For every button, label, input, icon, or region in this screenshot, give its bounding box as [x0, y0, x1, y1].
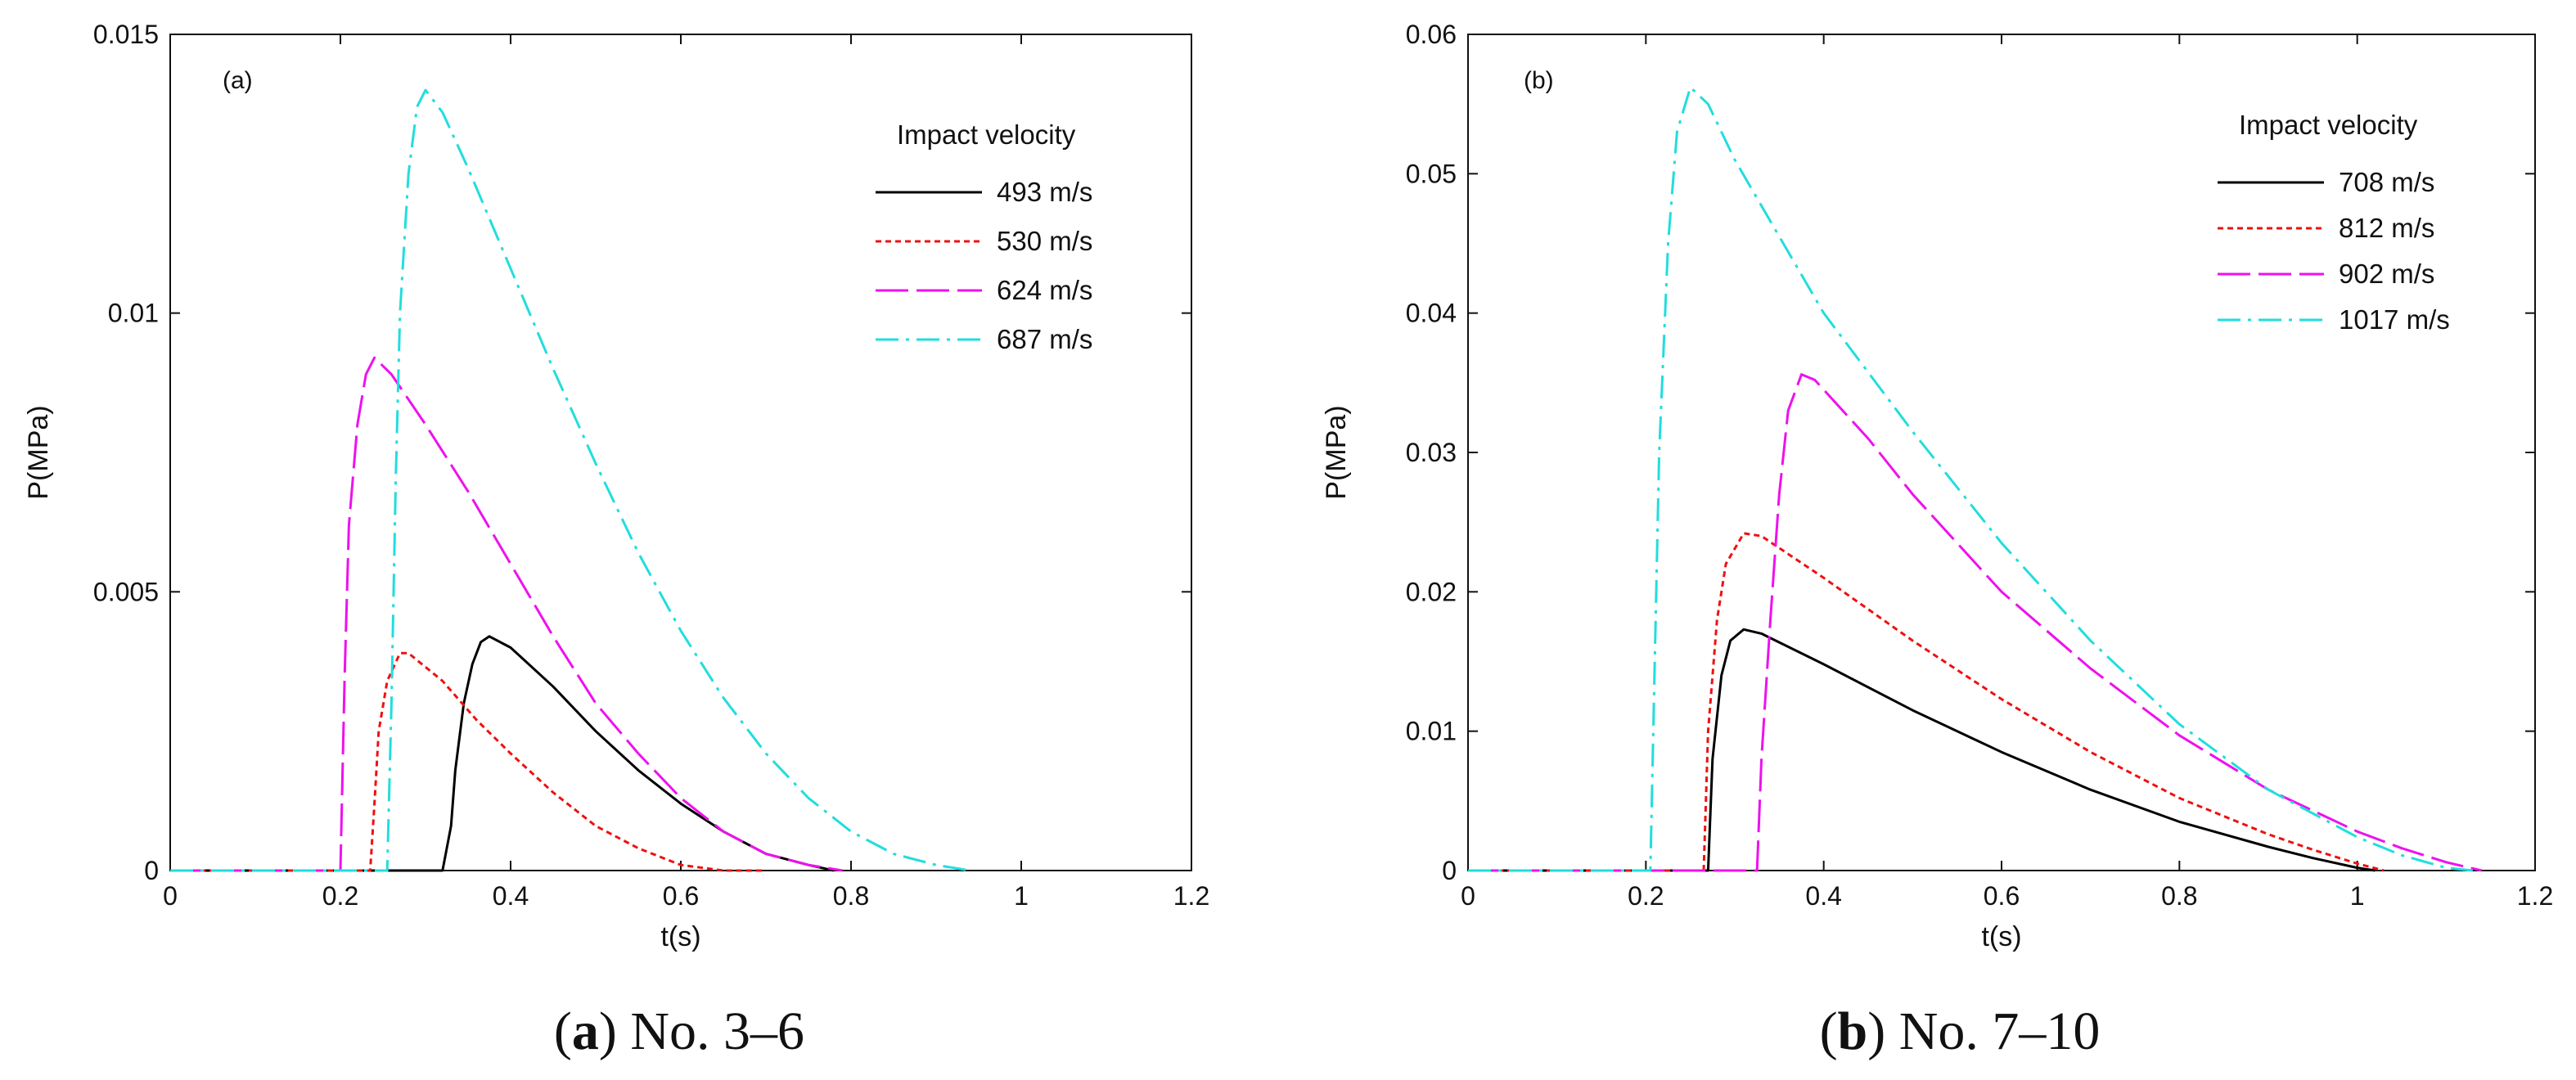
caption-open-paren: (	[554, 1001, 572, 1061]
series-line-687-m-s	[170, 88, 971, 872]
legend-entry: 493 m/s	[997, 177, 1092, 207]
x-tick-label: 0	[163, 881, 178, 911]
x-axis-label: t(s)	[660, 921, 700, 952]
y-tick-label: 0.03	[1406, 438, 1457, 467]
series-line-493-m-s	[170, 635, 835, 872]
x-tick-label: 0.4	[1805, 881, 1841, 911]
caption-open-paren: (	[1820, 1001, 1838, 1061]
series-line-708-m-s	[1468, 628, 2376, 872]
panel-label: (a)	[223, 67, 253, 94]
legend: Impact velocity 708 m/s 812 m/s 902 m/s 1017…	[2218, 110, 2450, 335]
x-tick-label: 1	[1014, 881, 1029, 911]
y-axis-label: P(MPa)	[1321, 405, 1352, 499]
chart-panel-a: 0 0.2 0.4 0.6 0.8 1 1.2 0 0.005 0.01 0.015 t(s) P(MP…	[23, 20, 1209, 1061]
legend-entry: 812 m/s	[2339, 213, 2434, 243]
legend-title: Impact velocity	[2239, 110, 2418, 140]
caption-close-paren: )	[599, 1001, 630, 1061]
y-tick-label: 0.005	[93, 577, 159, 606]
x-tick-label: 0.8	[833, 881, 869, 911]
legend-entry: 624 m/s	[997, 275, 1092, 305]
x-tick-label: 1	[2350, 881, 2365, 911]
y-tick-label: 0.01	[108, 299, 159, 328]
x-tick-label: 0.8	[2161, 881, 2197, 911]
series-line-902-m-s	[1468, 373, 2483, 872]
legend-entry: 708 m/s	[2339, 167, 2434, 197]
chart-panel-b: 0 0.2 0.4 0.6 0.8 1 1.2 0 0.01 0.02 0.03 0.04 0.05 0.…	[1321, 20, 2553, 1061]
y-tick-label: 0	[144, 856, 159, 885]
series-line-812-m-s	[1468, 532, 2385, 872]
panel-caption: (b) No. 7–10	[1820, 1001, 2101, 1061]
caption-letter: a	[572, 1001, 599, 1061]
y-tick-label: 0.06	[1406, 20, 1457, 49]
panel-label: (b)	[1524, 67, 1554, 94]
caption-letter: b	[1838, 1001, 1868, 1061]
x-axis-label: t(s)	[1981, 921, 2021, 952]
x-tick-label: 0.2	[322, 881, 358, 911]
y-tick-label: 0.05	[1406, 159, 1457, 188]
y-axis-label: P(MPa)	[23, 405, 54, 499]
series-line-1017-m-s	[1468, 86, 2474, 872]
caption-close-paren: )	[1867, 1001, 1898, 1061]
plot-frame	[1467, 34, 2536, 871]
x-tick-label: 1.2	[1173, 881, 1209, 911]
x-tick-label: 0.4	[493, 881, 529, 911]
x-tick-label: 0.2	[1628, 881, 1664, 911]
caption-text: No. 3–6	[630, 1001, 804, 1061]
x-tick-label: 0.6	[663, 881, 699, 911]
legend-entry: 902 m/s	[2339, 259, 2434, 289]
x-tick-label: 1.2	[2517, 881, 2553, 911]
y-tick-label: 0.01	[1406, 717, 1457, 746]
x-tick-label: 0	[1461, 881, 1475, 911]
series-line-624-m-s	[170, 356, 843, 872]
panel-caption: (a) No. 3–6	[554, 1001, 804, 1061]
x-tick-label: 0.6	[1984, 881, 2020, 911]
legend-title: Impact velocity	[897, 119, 1076, 150]
y-tick-label: 0.02	[1406, 577, 1457, 606]
legend-entry: 1017 m/s	[2339, 304, 2450, 335]
plot-frame	[169, 34, 1192, 871]
y-tick-label: 0.04	[1406, 299, 1457, 328]
legend: Impact velocity 493 m/s 530 m/s 624 m/s 687 …	[876, 119, 1092, 354]
y-tick-label: 0.015	[93, 20, 159, 49]
y-tick-label: 0	[1442, 856, 1457, 885]
legend-entry: 530 m/s	[997, 226, 1092, 256]
caption-text: No. 7–10	[1899, 1001, 2101, 1061]
legend-entry: 687 m/s	[997, 324, 1092, 354]
